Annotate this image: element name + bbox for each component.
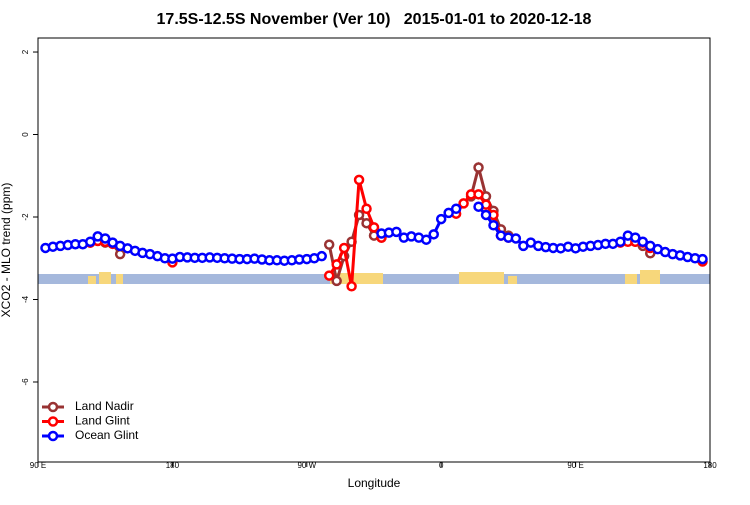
y-tick-label: -6	[21, 378, 30, 386]
data-point	[473, 201, 484, 212]
legend-label: Land Nadir	[75, 399, 134, 413]
x-tick-label: 90 E	[567, 461, 583, 470]
x-tick-label: 90 W	[297, 461, 316, 470]
data-point	[353, 174, 365, 186]
legend-label: Ocean Glint	[75, 428, 139, 442]
y-tick-label: -4	[21, 295, 30, 303]
data-point	[99, 233, 111, 244]
y-tick-label: 2	[21, 49, 30, 54]
data-point	[323, 239, 335, 250]
y-axis-label: XCO2 - MLO trend (ppm)	[0, 183, 13, 318]
data-point	[435, 213, 447, 225]
data-point	[480, 209, 492, 221]
data-point	[630, 232, 641, 243]
y-tick-label: -2	[21, 213, 30, 221]
legend-swatch	[47, 416, 59, 427]
data-point	[510, 233, 522, 244]
data-point	[473, 189, 484, 200]
data-point	[488, 220, 499, 231]
data-point	[331, 275, 342, 287]
x-tick-label: 0	[439, 461, 444, 470]
data-point	[323, 270, 335, 281]
data-point	[391, 226, 402, 238]
data-point	[473, 162, 484, 173]
data-point	[443, 207, 454, 219]
data-point	[361, 203, 372, 215]
data-point	[114, 248, 126, 260]
plot-frame	[37, 37, 711, 463]
land-mask	[38, 270, 710, 284]
data-point	[361, 217, 372, 229]
data-point	[85, 236, 96, 248]
data-point	[615, 236, 626, 248]
data-point	[368, 222, 380, 233]
data-point	[637, 236, 649, 248]
legend-label: Land Glint	[75, 414, 130, 428]
legend-swatch	[47, 401, 59, 413]
x-axis-label: Longitude	[348, 476, 401, 490]
y-tick-label: 0	[21, 132, 30, 137]
x-tick-label: 180	[166, 461, 180, 470]
data-point	[458, 198, 469, 209]
data-point	[316, 250, 327, 262]
data-point	[331, 259, 342, 270]
data-point	[697, 253, 708, 265]
data-point	[338, 242, 350, 254]
data-point	[421, 234, 432, 245]
legend-swatch	[47, 430, 59, 442]
chart-title: 17.5S-12.5S November (Ver 10) 2015-01-01…	[157, 11, 592, 28]
x-tick-label: 90 E	[30, 461, 46, 470]
x-tick-label: 180	[703, 461, 717, 470]
data-point	[428, 229, 439, 240]
data-point	[450, 203, 462, 215]
data-point	[346, 281, 357, 292]
